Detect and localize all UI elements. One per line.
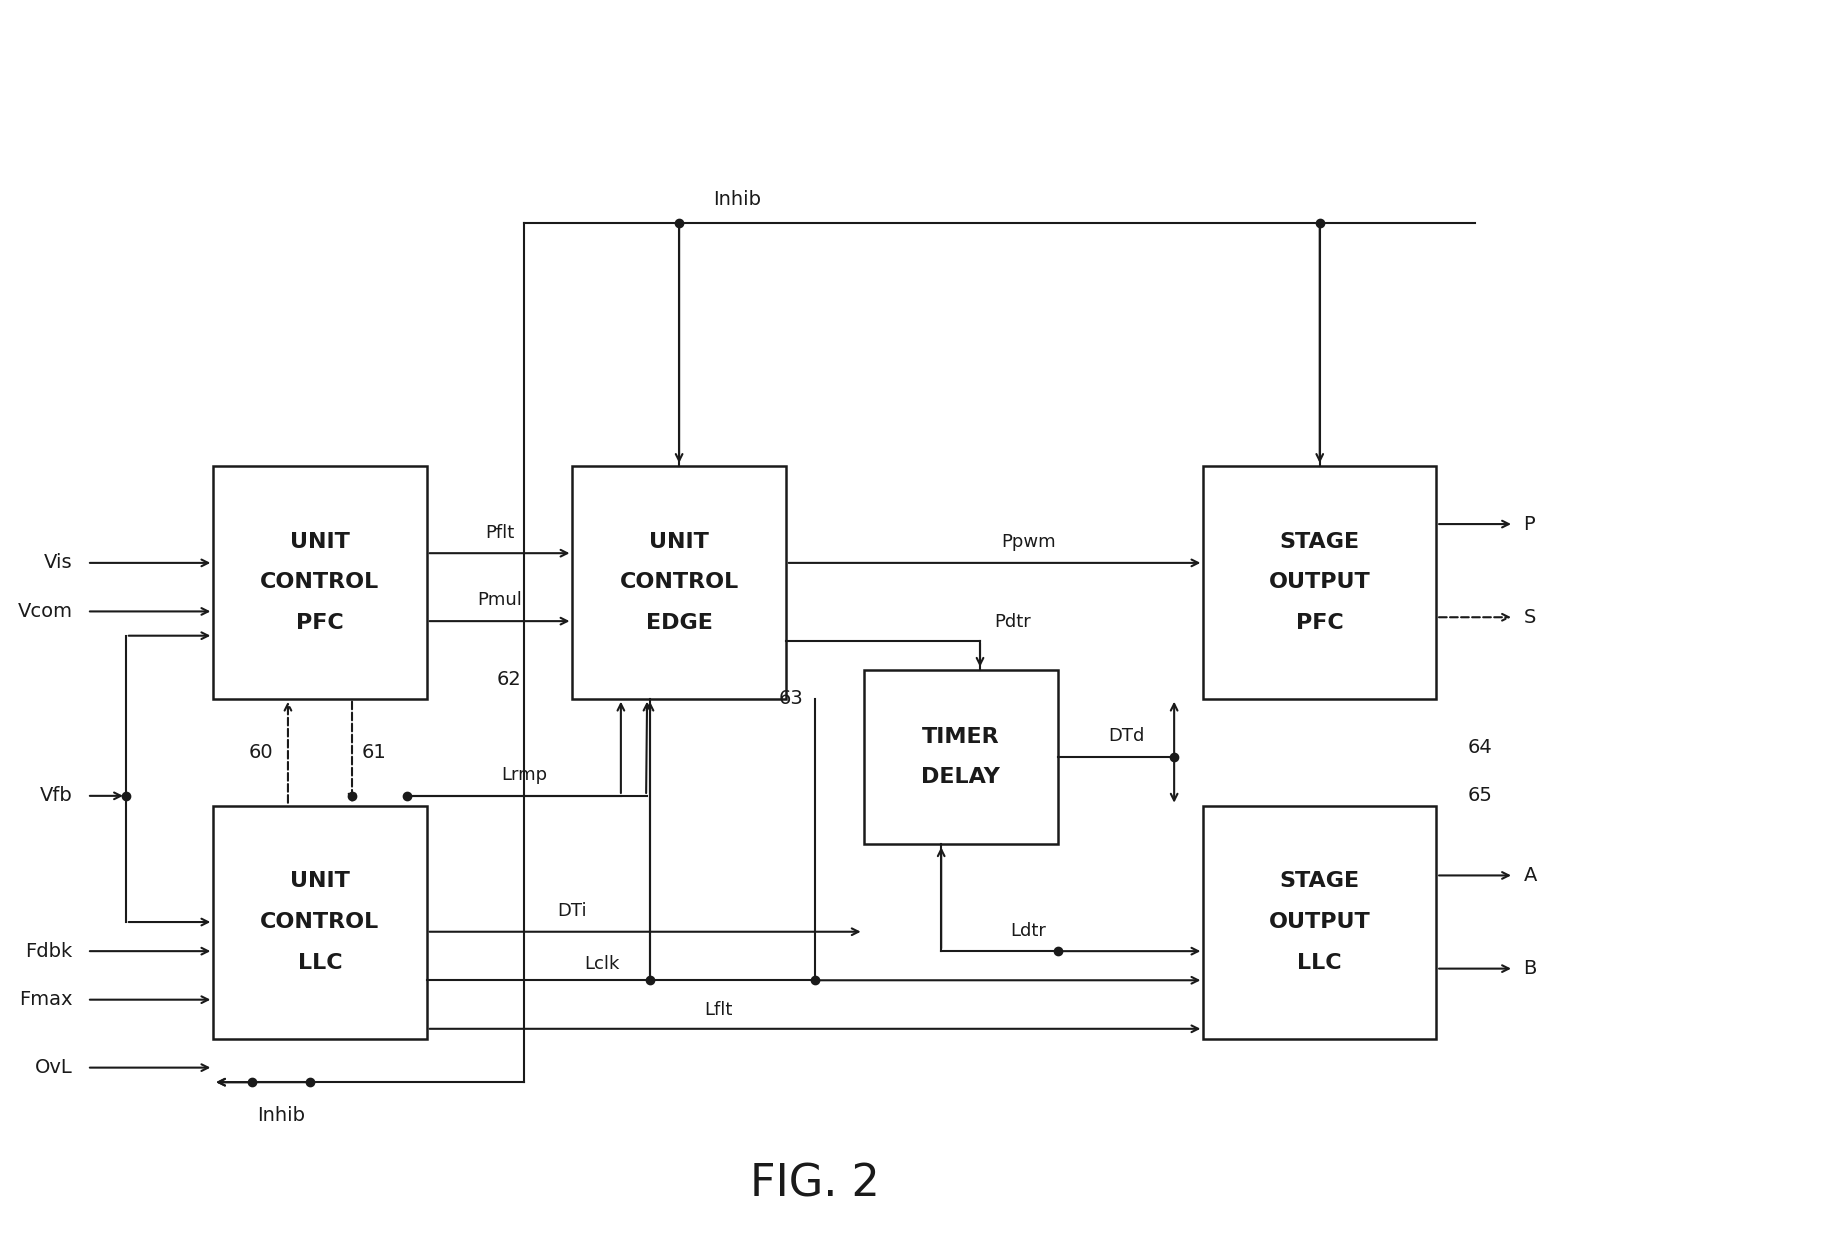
FancyBboxPatch shape: [213, 465, 426, 699]
FancyBboxPatch shape: [1203, 465, 1436, 699]
Text: Ppwm: Ppwm: [1002, 533, 1057, 552]
Text: Vfb: Vfb: [40, 787, 73, 806]
FancyBboxPatch shape: [864, 669, 1057, 844]
Text: Lrmp: Lrmp: [501, 766, 547, 784]
Text: 65: 65: [1467, 787, 1492, 806]
Text: UNIT: UNIT: [649, 532, 709, 552]
Text: DELAY: DELAY: [922, 767, 1000, 787]
Text: PFC: PFC: [1295, 613, 1343, 633]
Text: Lflt: Lflt: [703, 1001, 732, 1020]
Text: PFC: PFC: [297, 613, 344, 633]
Text: B: B: [1523, 960, 1538, 978]
Text: UNIT: UNIT: [290, 871, 350, 891]
Text: Pflt: Pflt: [485, 523, 514, 542]
Text: DTi: DTi: [558, 902, 587, 919]
Text: STAGE: STAGE: [1279, 532, 1359, 552]
Text: 60: 60: [250, 743, 273, 762]
Text: OvL: OvL: [35, 1058, 73, 1077]
Text: OUTPUT: OUTPUT: [1268, 912, 1370, 932]
Text: STAGE: STAGE: [1279, 871, 1359, 891]
FancyBboxPatch shape: [572, 465, 785, 699]
Text: LLC: LLC: [1297, 953, 1343, 973]
FancyBboxPatch shape: [1203, 806, 1436, 1038]
Text: 61: 61: [363, 743, 386, 762]
Text: Vcom: Vcom: [18, 602, 73, 620]
Text: FIG. 2: FIG. 2: [751, 1162, 880, 1206]
Text: 63: 63: [778, 689, 804, 708]
Text: UNIT: UNIT: [290, 532, 350, 552]
Text: OUTPUT: OUTPUT: [1268, 572, 1370, 592]
Text: Pdtr: Pdtr: [995, 613, 1031, 631]
Text: Vis: Vis: [44, 553, 73, 573]
Text: Fdbk: Fdbk: [26, 942, 73, 961]
Text: CONTROL: CONTROL: [619, 572, 738, 592]
FancyBboxPatch shape: [213, 806, 426, 1038]
Text: 64: 64: [1467, 738, 1492, 757]
Text: CONTROL: CONTROL: [261, 572, 379, 592]
Text: TIMER: TIMER: [922, 727, 1000, 747]
Text: DTd: DTd: [1108, 727, 1144, 746]
Text: Fmax: Fmax: [18, 991, 73, 1010]
Text: EDGE: EDGE: [645, 613, 712, 633]
Text: LLC: LLC: [297, 953, 343, 973]
Text: 62: 62: [497, 669, 521, 689]
Text: Pmul: Pmul: [477, 592, 521, 609]
Text: CONTROL: CONTROL: [261, 912, 379, 932]
Text: Ldtr: Ldtr: [1011, 922, 1046, 940]
Text: A: A: [1523, 866, 1538, 884]
Text: Inhib: Inhib: [257, 1106, 304, 1126]
Text: P: P: [1523, 514, 1536, 534]
Text: S: S: [1523, 608, 1536, 627]
Text: Lclk: Lclk: [583, 955, 619, 972]
Text: Inhib: Inhib: [714, 190, 762, 209]
